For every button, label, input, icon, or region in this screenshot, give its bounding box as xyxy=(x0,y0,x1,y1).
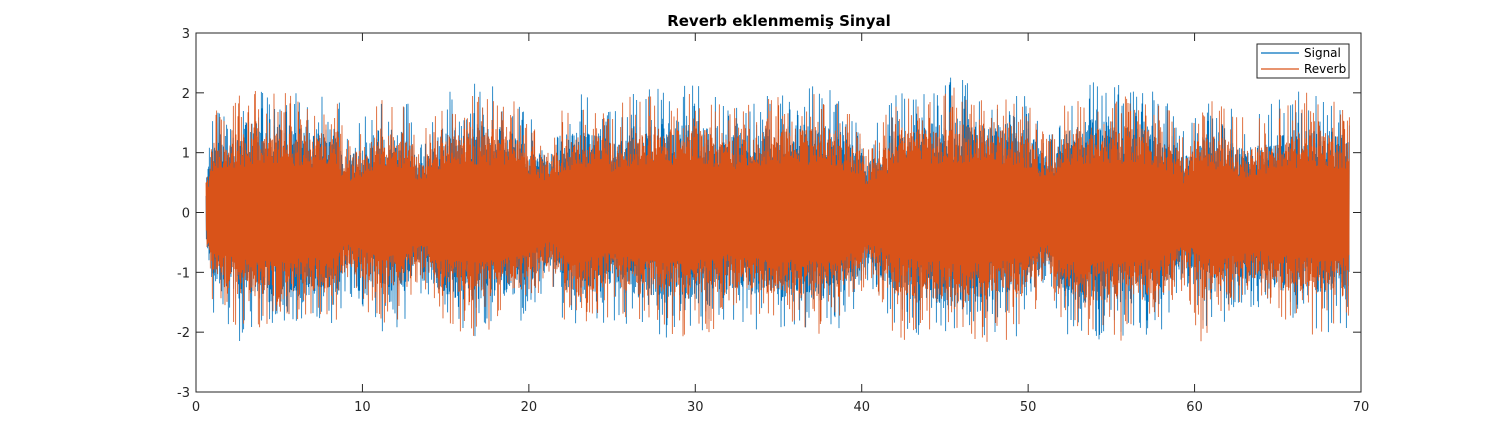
legend: Signal Reverb xyxy=(1256,43,1350,79)
y-tick-label: 1 xyxy=(182,147,190,162)
y-tick-label: -1 xyxy=(177,266,190,281)
x-tick-label: 70 xyxy=(1353,400,1370,415)
y-tick-label: 0 xyxy=(182,207,190,222)
y-tick-label: -2 xyxy=(177,326,190,341)
x-tick-label: 20 xyxy=(521,400,538,415)
x-tick-label: 0 xyxy=(192,400,200,415)
series-line-reverb xyxy=(205,87,1350,342)
legend-box xyxy=(1256,43,1350,79)
x-tick-label: 50 xyxy=(1020,400,1037,415)
axes: 0 10 20 30 40 50 60 70 -3 -2 -1 0 1 2 3 xyxy=(177,27,1369,415)
y-tick-label: 3 xyxy=(182,27,190,42)
plot-area xyxy=(205,77,1350,342)
x-tick-label: 60 xyxy=(1186,400,1203,415)
y-tick-label: 2 xyxy=(182,87,190,102)
legend-label-reverb: Reverb xyxy=(1304,62,1346,76)
series-reverb xyxy=(205,87,1350,342)
chart-title: Reverb eklenmemiş Sinyal xyxy=(667,12,891,30)
y-tick-label: -3 xyxy=(177,386,190,401)
legend-label-signal: Signal xyxy=(1304,46,1341,60)
x-tick-label: 40 xyxy=(853,400,870,415)
x-tick-label: 30 xyxy=(687,400,704,415)
x-tick-label: 10 xyxy=(354,400,371,415)
